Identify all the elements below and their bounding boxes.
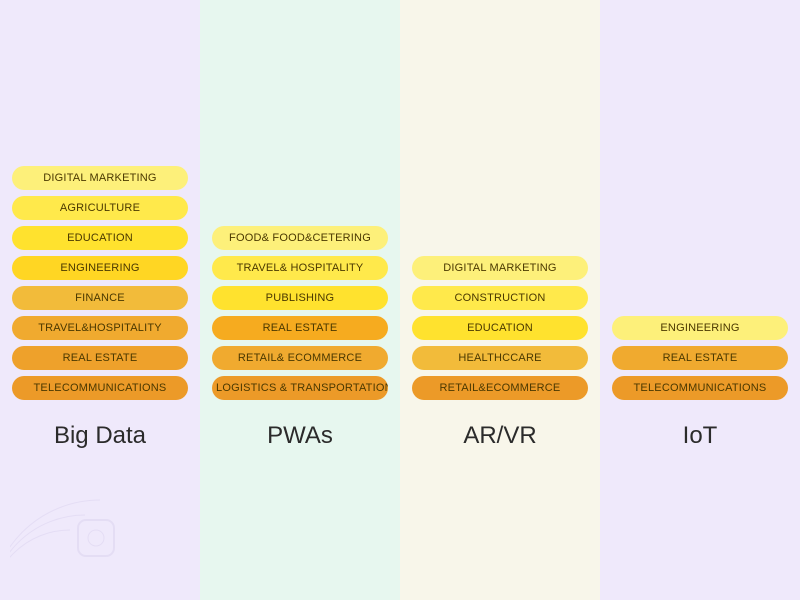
tag: RETAIL&ECOMMERCE bbox=[412, 376, 588, 400]
tag: CONSTRUCTION bbox=[412, 286, 588, 310]
column-title-arvr: AR/VR bbox=[463, 422, 536, 450]
tags-wrap-big-data: DIGITAL MARKETING AGRICULTURE EDUCATION … bbox=[0, 166, 200, 400]
tag: DIGITAL MARKETING bbox=[412, 256, 588, 280]
tag: FOOD& FOOD&CETERING bbox=[212, 226, 388, 250]
column-iot: ENGINEERING REAL ESTATE TELECOMMUNICATIO… bbox=[600, 0, 800, 600]
tag: TELECOMMUNICATIONS bbox=[612, 376, 788, 400]
column-arvr: DIGITAL MARKETING CONSTRUCTION EDUCATION… bbox=[400, 0, 600, 600]
tag: PUBLISHING bbox=[212, 286, 388, 310]
tag: TRAVEL& HOSPITALITY bbox=[212, 256, 388, 280]
tag: TRAVEL&HOSPITALITY bbox=[12, 316, 188, 340]
column-title-iot: IoT bbox=[683, 422, 718, 450]
tag: DIGITAL MARKETING bbox=[12, 166, 188, 190]
tags-wrap-pwas: FOOD& FOOD&CETERING TRAVEL& HOSPITALITY … bbox=[200, 226, 400, 400]
tag: TELECOMMUNICATIONS bbox=[12, 376, 188, 400]
tags-wrap-arvr: DIGITAL MARKETING CONSTRUCTION EDUCATION… bbox=[400, 256, 600, 400]
tag: EDUCATION bbox=[412, 316, 588, 340]
tag: REAL ESTATE bbox=[12, 346, 188, 370]
column-big-data: DIGITAL MARKETING AGRICULTURE EDUCATION … bbox=[0, 0, 200, 600]
tag: FINANCE bbox=[12, 286, 188, 310]
column-pwas: FOOD& FOOD&CETERING TRAVEL& HOSPITALITY … bbox=[200, 0, 400, 600]
column-title-pwas: PWAs bbox=[267, 422, 333, 450]
tag: RETAIL& ECOMMERCE bbox=[212, 346, 388, 370]
column-title-big-data: Big Data bbox=[54, 422, 146, 450]
tag: EDUCATION bbox=[12, 226, 188, 250]
tag: REAL ESTATE bbox=[612, 346, 788, 370]
tag: ENGINEERING bbox=[612, 316, 788, 340]
tag: REAL ESTATE bbox=[212, 316, 388, 340]
tags-wrap-iot: ENGINEERING REAL ESTATE TELECOMMUNICATIO… bbox=[600, 316, 800, 400]
tag: ENGINEERING bbox=[12, 256, 188, 280]
decorative-arcs-icon bbox=[10, 490, 150, 590]
tag: HEALTHCCARE bbox=[412, 346, 588, 370]
tag: AGRICULTURE bbox=[12, 196, 188, 220]
tag: LOGISTICS & TRANSPORTATION bbox=[212, 376, 388, 400]
